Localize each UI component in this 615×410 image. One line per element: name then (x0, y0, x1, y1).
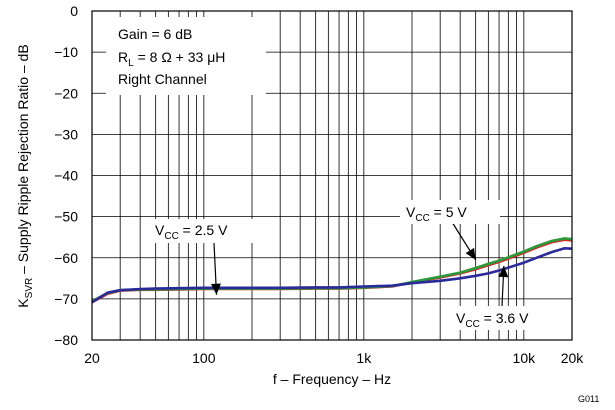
series-label-5v: VCC = 5 V (406, 204, 467, 224)
condition-load: RL = 8 Ω + 33 μH (118, 49, 225, 69)
y-axis-title: KSVR – Supply Ripple Rejection Ratio – d… (15, 44, 35, 307)
pointer-5v-head (465, 247, 476, 260)
y-tick-labels: 0 −10 −20 −30 −40 −50 −60 −70 −80 (54, 3, 78, 348)
y-tick-label: −20 (54, 85, 78, 101)
series-label-3-6v: VCC = 3.6 V (456, 310, 529, 330)
x-tick-label: 100 (192, 350, 216, 366)
y-tick-label: −70 (54, 291, 78, 307)
conditions-box (106, 17, 266, 95)
series-line-3 (91, 247, 573, 304)
condition-channel: Right Channel (118, 71, 207, 87)
series-layer (91, 237, 573, 304)
figure-id: G011 (578, 394, 599, 404)
label-bg-3-6v (450, 306, 558, 330)
x-tick-label: 20k (561, 350, 585, 366)
x-axis-title: f – Frequency – Hz (273, 371, 391, 387)
series-label-2-5v: VCC = 2.5 V (155, 222, 228, 242)
x-tick-label: 1k (356, 350, 372, 366)
x-tick-labels: 20 100 1k 10k 20k (84, 350, 584, 366)
y-tick-label: −80 (54, 332, 78, 348)
x-tick-label: 10k (513, 350, 537, 366)
y-tick-label: −60 (54, 250, 78, 266)
y-tick-label: 0 (70, 3, 78, 19)
y-tick-label: −40 (54, 168, 78, 184)
y-tick-label: −30 (54, 126, 78, 142)
y-tick-label: −50 (54, 209, 78, 225)
condition-gain: Gain = 6 dB (118, 26, 192, 42)
label-bg-5v (400, 200, 500, 224)
label-bg-2-5v (150, 219, 260, 243)
x-tick-label: 20 (84, 350, 100, 366)
pointer-3-6v-head (498, 265, 509, 278)
plot-frame (91, 10, 573, 341)
pointer-2-5v-head (210, 283, 221, 295)
y-tick-label: −10 (54, 44, 78, 60)
label-pointers (210, 221, 509, 307)
